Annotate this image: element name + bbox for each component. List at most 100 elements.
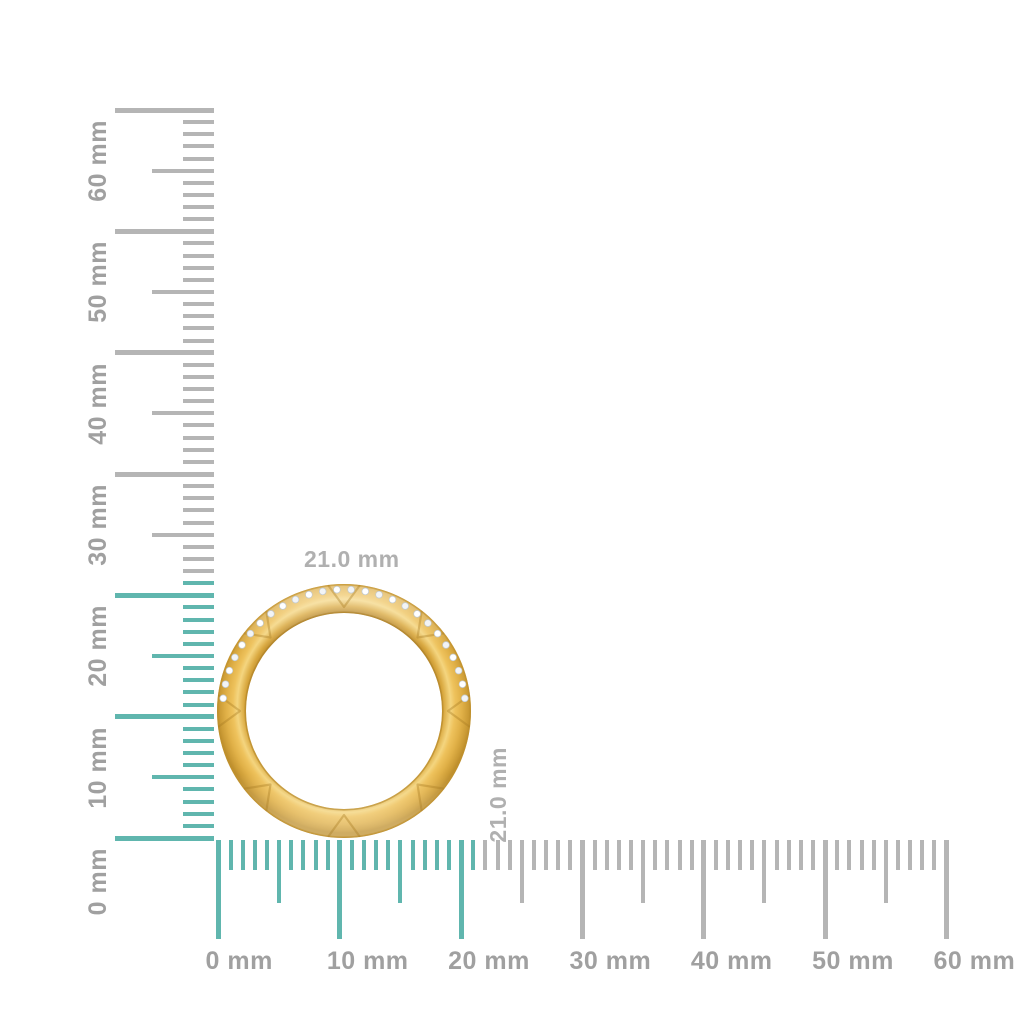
v-tick-53mm — [183, 192, 214, 197]
height-dimension-label: 21.0 mm — [485, 747, 511, 843]
ring-outer-edge — [217, 584, 471, 838]
h-ruler-label-50mm: 50 mm — [812, 947, 894, 975]
v-tick-37mm — [183, 387, 214, 392]
h-tick-1mm — [228, 840, 233, 870]
h-tick-32mm — [604, 840, 609, 870]
h-tick-37mm — [665, 840, 670, 870]
v-ruler-label-50mm: 50 mm — [84, 241, 112, 324]
v-tick-47mm — [183, 265, 214, 270]
facet-chevron — [416, 783, 445, 812]
v-ruler-label-0mm: 0 mm — [84, 848, 112, 916]
v-tick-60mm — [115, 107, 214, 113]
h-ruler-label-40mm: 40 mm — [690, 947, 773, 975]
h-tick-7mm — [301, 840, 306, 870]
ring-diamonds — [219, 585, 469, 703]
h-tick-52mm — [847, 840, 852, 870]
v-tick-54mm — [183, 180, 214, 185]
h-tick-30mm — [579, 840, 585, 939]
h-tick-18mm — [434, 840, 439, 870]
h-tick-24mm — [507, 840, 512, 870]
v-tick-40mm — [115, 350, 214, 356]
diamond-stone — [256, 619, 264, 627]
diamond-stone — [347, 585, 355, 594]
diamond-stone — [442, 641, 450, 649]
h-tick-28mm — [556, 840, 561, 870]
h-tick-5mm — [277, 840, 282, 903]
h-tick-26mm — [531, 840, 536, 870]
v-tick-41mm — [183, 338, 214, 343]
h-tick-19mm — [447, 840, 452, 870]
h-tick-13mm — [374, 840, 379, 870]
h-tick-47mm — [786, 840, 791, 870]
diamond-stone — [401, 602, 409, 610]
v-tick-8mm — [183, 738, 214, 743]
v-tick-49mm — [183, 241, 214, 246]
h-tick-36mm — [653, 840, 658, 870]
v-tick-14mm — [183, 666, 214, 671]
h-tick-58mm — [920, 840, 925, 870]
diamond-stone — [361, 587, 370, 596]
h-tick-44mm — [750, 840, 755, 870]
width-dimension-label: 21.0 mm — [304, 546, 400, 572]
h-tick-53mm — [859, 840, 864, 870]
v-ruler-label-10mm: 10 mm — [84, 726, 112, 809]
v-tick-27mm — [183, 508, 214, 513]
v-tick-52mm — [183, 205, 214, 210]
v-tick-57mm — [183, 144, 214, 149]
v-tick-5mm — [152, 775, 214, 780]
v-tick-7mm — [183, 751, 214, 756]
h-tick-56mm — [895, 840, 900, 870]
diamond-stone — [219, 694, 227, 703]
v-tick-39mm — [183, 362, 214, 367]
v-tick-31mm — [183, 459, 214, 464]
v-tick-32mm — [183, 447, 214, 452]
h-tick-6mm — [289, 840, 294, 870]
h-tick-22mm — [483, 840, 488, 870]
h-tick-33mm — [616, 840, 621, 870]
v-tick-2mm — [183, 811, 214, 816]
h-tick-55mm — [883, 840, 888, 903]
v-tick-10mm — [115, 714, 214, 720]
v-tick-20mm — [115, 592, 214, 598]
h-ruler-label-10mm: 10 mm — [326, 947, 409, 975]
v-ruler-label-60mm: 60 mm — [84, 120, 112, 202]
h-tick-51mm — [835, 840, 840, 870]
v-tick-17mm — [183, 629, 214, 634]
v-tick-13mm — [183, 678, 214, 683]
h-tick-59mm — [932, 840, 937, 870]
h-tick-21mm — [471, 840, 476, 870]
h-ruler-label-60mm: 60 mm — [933, 947, 1016, 975]
v-tick-38mm — [183, 374, 214, 379]
v-tick-26mm — [183, 520, 214, 525]
v-tick-48mm — [183, 253, 214, 258]
h-tick-43mm — [738, 840, 743, 870]
h-tick-4mm — [265, 840, 270, 870]
h-tick-39mm — [689, 840, 694, 870]
h-tick-12mm — [362, 840, 367, 870]
diamond-stone — [449, 653, 457, 662]
v-tick-50mm — [115, 228, 214, 234]
h-ruler-label-30mm: 30 mm — [569, 947, 652, 975]
h-tick-10mm — [337, 840, 343, 939]
v-tick-12mm — [183, 690, 214, 695]
gold-diamond-ring — [217, 584, 471, 838]
v-tick-56mm — [183, 156, 214, 161]
h-tick-8mm — [313, 840, 318, 870]
v-ruler-label-40mm: 40 mm — [84, 362, 112, 445]
v-tick-44mm — [183, 302, 214, 307]
v-tick-1mm — [183, 823, 214, 828]
diamond-stone — [221, 680, 230, 688]
diamond-stone — [454, 666, 463, 675]
h-tick-3mm — [252, 840, 257, 870]
v-tick-22mm — [183, 569, 214, 574]
ring-inner-edge — [244, 611, 444, 811]
h-tick-25mm — [519, 840, 524, 903]
diamond-stone — [424, 619, 432, 627]
v-tick-11mm — [183, 702, 214, 707]
h-tick-35mm — [641, 840, 646, 903]
v-tick-33mm — [183, 435, 214, 440]
diamond-stone — [413, 610, 421, 618]
v-tick-23mm — [183, 556, 214, 561]
diamond-stone — [238, 641, 246, 649]
